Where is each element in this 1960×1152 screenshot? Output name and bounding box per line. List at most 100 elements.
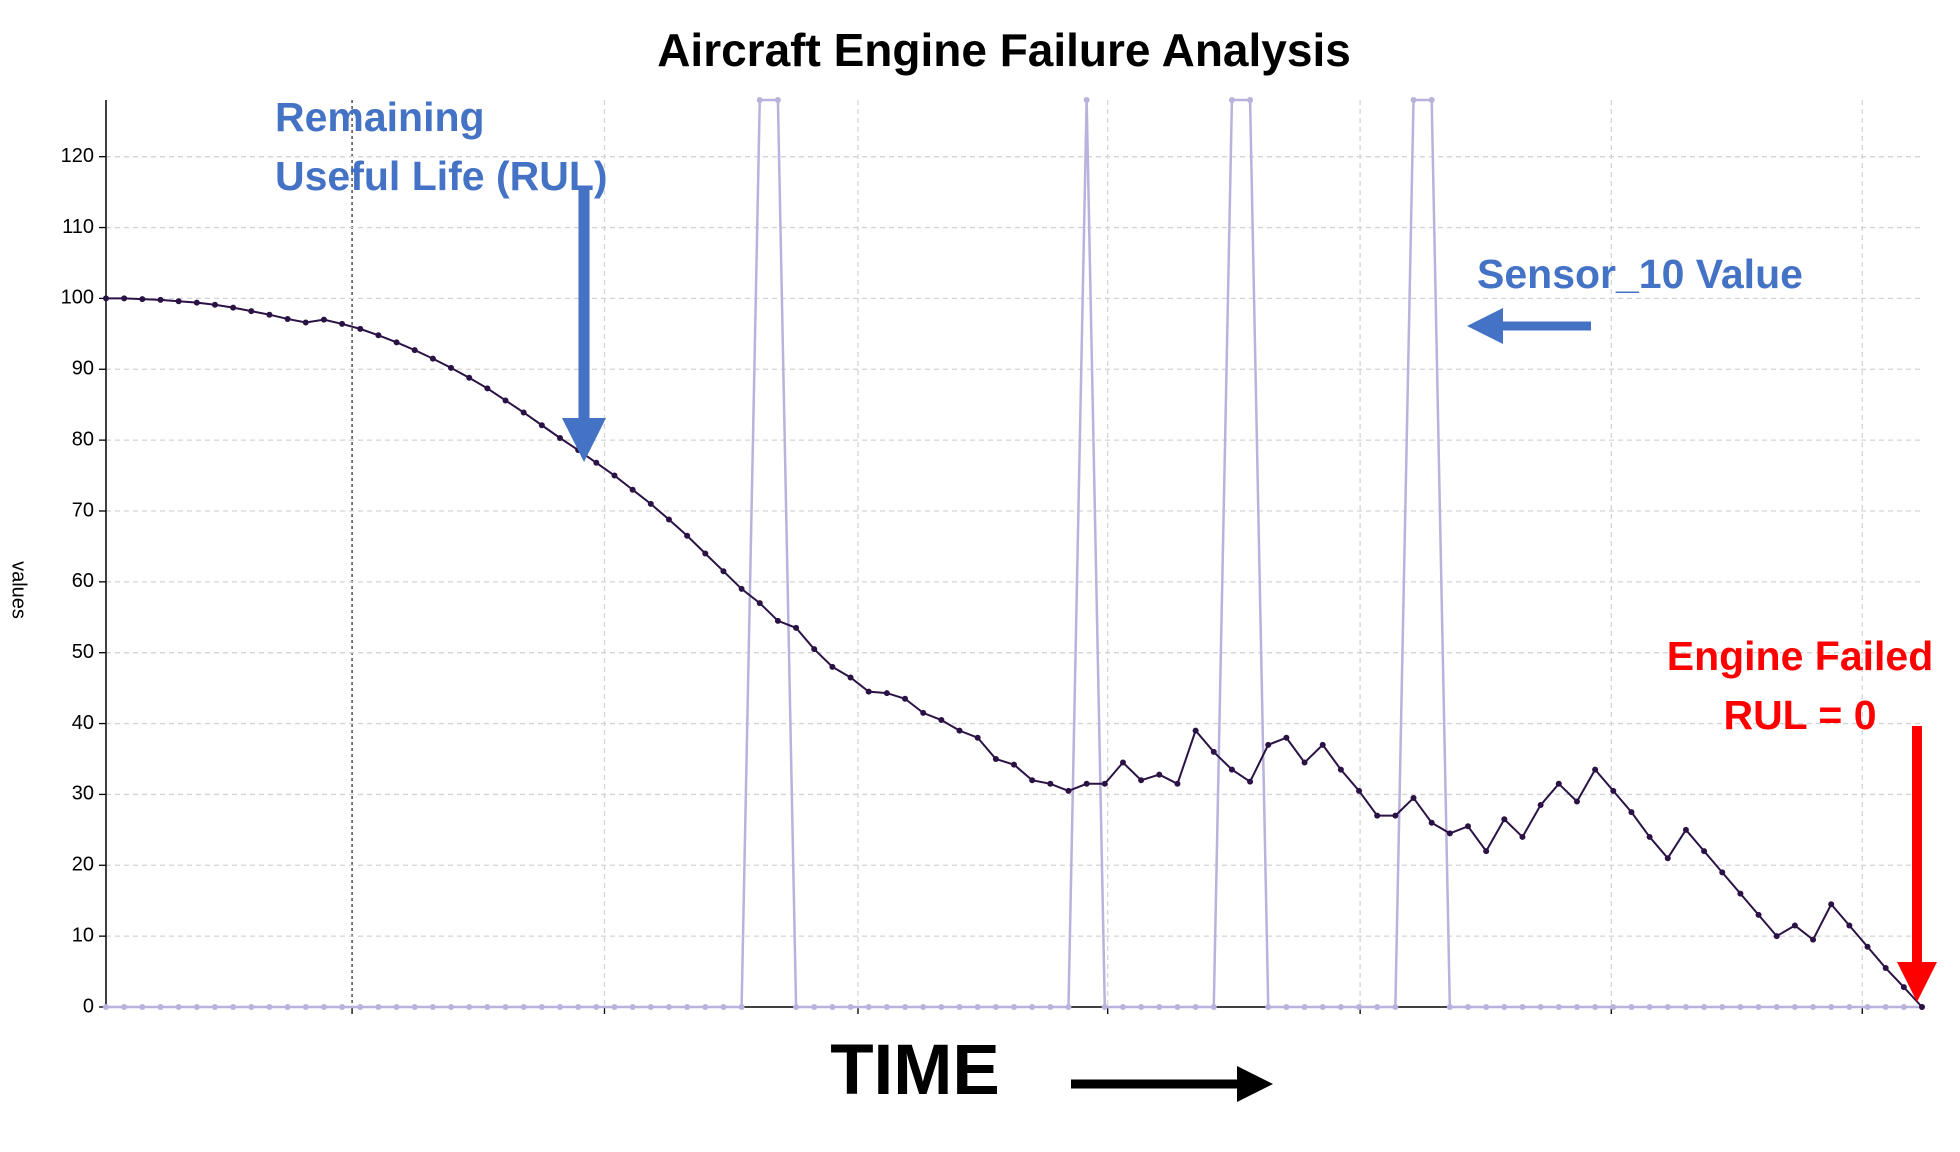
data-point [266, 1004, 273, 1010]
data-point [1573, 798, 1580, 805]
data-point [793, 1004, 800, 1010]
data-point [1501, 816, 1508, 823]
data-point [1537, 802, 1544, 809]
y-axis-label: values [8, 561, 30, 619]
data-point [520, 409, 527, 416]
data-point [992, 755, 999, 762]
data-point [466, 1004, 473, 1010]
data-point [1483, 1004, 1490, 1010]
data-point [665, 1004, 672, 1010]
data-point [1047, 1004, 1054, 1010]
data-point [1337, 766, 1344, 773]
data-point [1337, 1004, 1344, 1010]
data-point [1810, 936, 1817, 943]
data-point [1719, 869, 1726, 876]
data-point [1646, 1004, 1653, 1010]
annotation: Engine Failed [1667, 633, 1934, 679]
data-point [1065, 787, 1072, 794]
data-point [1592, 766, 1599, 773]
data-point [974, 734, 981, 741]
data-point [611, 472, 618, 479]
y-tick-label: 80 [72, 428, 94, 450]
data-point [266, 311, 273, 318]
data-point [157, 1004, 164, 1010]
data-point [502, 397, 509, 404]
data-point [1900, 984, 1907, 991]
data-point [375, 1004, 382, 1010]
data-point [230, 1004, 237, 1010]
data-point [702, 1004, 709, 1010]
data-point [357, 325, 364, 332]
data-point [302, 1004, 309, 1010]
data-point [1265, 741, 1272, 748]
data-point [538, 1004, 545, 1010]
data-point [448, 1004, 455, 1010]
data-point [1737, 1004, 1744, 1010]
data-point [847, 1004, 854, 1010]
data-point [1864, 943, 1871, 950]
data-point [175, 298, 182, 305]
data-point [920, 709, 927, 716]
data-point [1846, 922, 1853, 929]
data-point [1483, 848, 1490, 855]
data-point [175, 1004, 182, 1010]
data-point [774, 97, 781, 103]
data-point [1265, 1004, 1272, 1010]
data-point [575, 1004, 582, 1010]
data-point [956, 1004, 963, 1010]
data-point [665, 516, 672, 523]
data-point [557, 434, 563, 441]
plot [103, 97, 1925, 1010]
data-point [1701, 848, 1708, 855]
data-point [1719, 1004, 1726, 1010]
data-point [557, 1004, 563, 1010]
data-point [829, 663, 836, 670]
data-point [1592, 1004, 1599, 1010]
data-point [738, 1004, 745, 1010]
data-point [684, 1004, 691, 1010]
data-point [1537, 1004, 1544, 1010]
data-point [193, 299, 200, 306]
data-point [1682, 1004, 1689, 1010]
data-point [520, 1004, 527, 1010]
data-point [1828, 1004, 1835, 1010]
data-point [756, 600, 763, 607]
data-point [1519, 1004, 1526, 1010]
data-point [865, 1004, 872, 1010]
data-point [1029, 1004, 1036, 1010]
y-tick-label: 10 [72, 924, 94, 946]
data-point [1119, 1004, 1126, 1010]
data-point [647, 1004, 654, 1010]
data-point [1374, 812, 1381, 819]
data-point [357, 1004, 364, 1010]
data-point [538, 422, 545, 429]
data-point [502, 1004, 509, 1010]
data-point [1392, 1004, 1399, 1010]
data-point [393, 1004, 400, 1010]
data-point [1465, 823, 1471, 830]
data-point [720, 1004, 727, 1010]
data-point [1301, 759, 1308, 766]
data-point [339, 1004, 346, 1010]
data-point [938, 1004, 945, 1010]
data-point [847, 674, 854, 681]
data-point [684, 532, 691, 539]
data-point [1446, 1004, 1453, 1010]
data-point [756, 97, 763, 103]
data-point [883, 690, 890, 697]
data-point [103, 1004, 109, 1010]
data-point [1737, 890, 1744, 897]
data-point [1174, 1004, 1181, 1010]
data-point [1410, 794, 1417, 801]
data-point [1138, 1004, 1145, 1010]
y-tick-label: 100 [61, 287, 94, 309]
data-point [829, 1004, 836, 1010]
data-point [466, 374, 473, 381]
data-point [1610, 1004, 1617, 1010]
data-point [1664, 1004, 1671, 1010]
data-point [1610, 787, 1617, 794]
data-point [1664, 855, 1671, 862]
series-line [106, 98, 1922, 1009]
data-point [992, 1004, 999, 1010]
